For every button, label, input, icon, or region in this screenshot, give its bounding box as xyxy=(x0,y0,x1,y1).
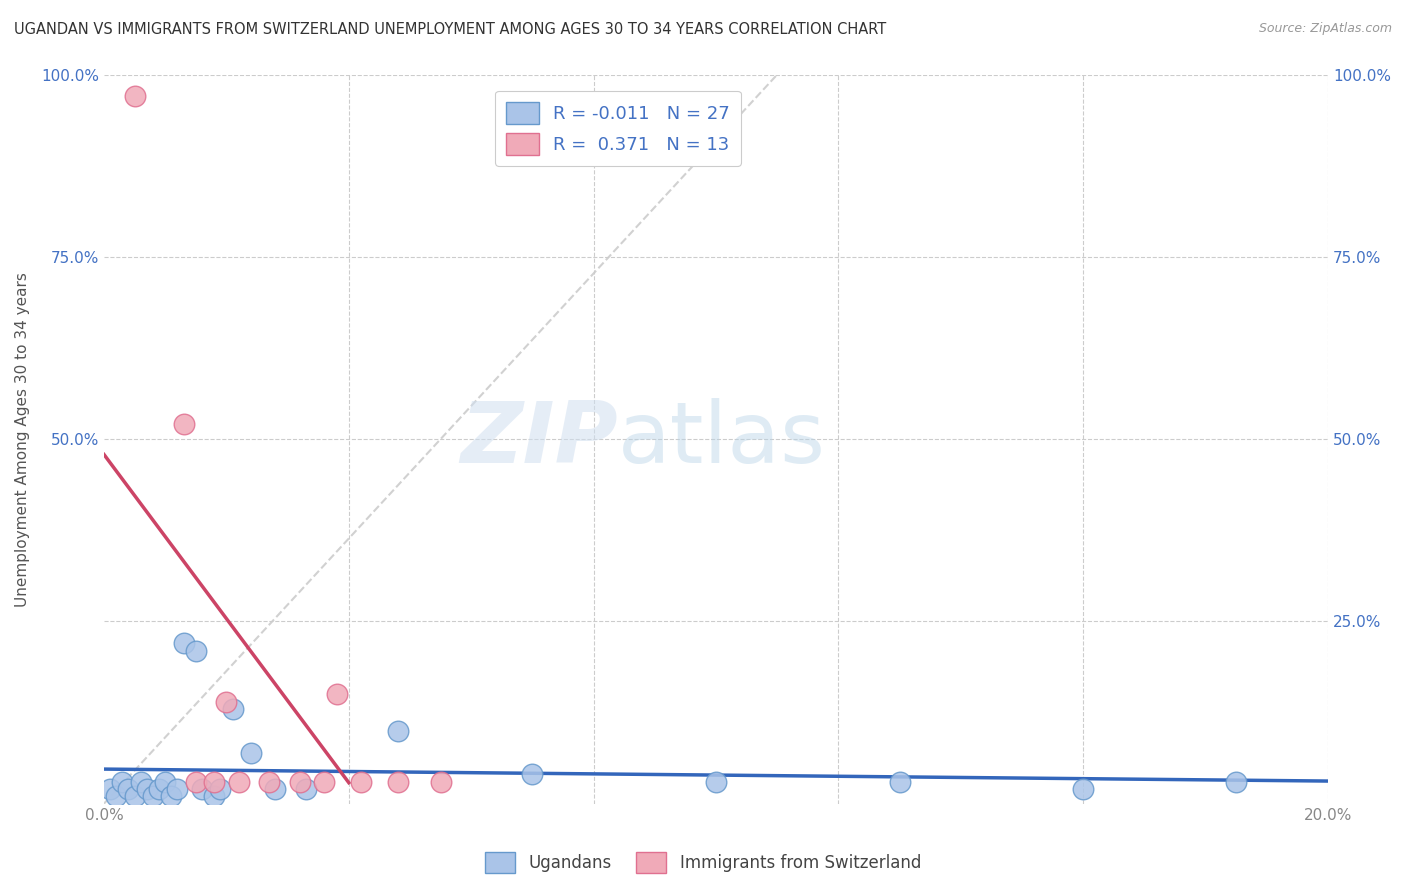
Point xyxy=(173,417,195,432)
Point xyxy=(429,774,451,789)
Point xyxy=(184,643,207,657)
Point xyxy=(704,774,727,789)
Point xyxy=(124,89,146,103)
Point xyxy=(228,774,250,789)
Text: ZIP: ZIP xyxy=(461,398,619,481)
Point xyxy=(387,774,409,789)
Point xyxy=(98,782,121,797)
Point xyxy=(124,789,146,804)
Point xyxy=(117,782,139,797)
Point xyxy=(202,774,225,789)
Text: Source: ZipAtlas.com: Source: ZipAtlas.com xyxy=(1258,22,1392,36)
Point xyxy=(387,723,409,738)
Legend: R = -0.011   N = 27, R =  0.371   N = 13: R = -0.011 N = 27, R = 0.371 N = 13 xyxy=(495,91,741,166)
Point xyxy=(288,774,311,789)
Point xyxy=(325,687,347,701)
Point xyxy=(264,782,287,797)
Point xyxy=(202,789,225,804)
Point xyxy=(239,746,262,760)
Point xyxy=(129,774,152,789)
Point xyxy=(166,782,188,797)
Point xyxy=(889,774,911,789)
Point xyxy=(173,636,195,650)
Y-axis label: Unemployment Among Ages 30 to 34 years: Unemployment Among Ages 30 to 34 years xyxy=(15,272,30,607)
Point xyxy=(142,789,165,804)
Text: atlas: atlas xyxy=(619,398,827,481)
Point xyxy=(191,782,214,797)
Point xyxy=(221,702,243,716)
Point xyxy=(1071,782,1094,797)
Point xyxy=(522,767,544,781)
Point xyxy=(209,782,232,797)
Point xyxy=(153,774,176,789)
Point xyxy=(111,774,134,789)
Point xyxy=(1225,774,1247,789)
Legend: Ugandans, Immigrants from Switzerland: Ugandans, Immigrants from Switzerland xyxy=(478,846,928,880)
Point xyxy=(314,774,336,789)
Point xyxy=(295,782,318,797)
Point xyxy=(160,789,183,804)
Point xyxy=(350,774,373,789)
Point xyxy=(184,774,207,789)
Text: UGANDAN VS IMMIGRANTS FROM SWITZERLAND UNEMPLOYMENT AMONG AGES 30 TO 34 YEARS CO: UGANDAN VS IMMIGRANTS FROM SWITZERLAND U… xyxy=(14,22,886,37)
Point xyxy=(148,782,170,797)
Point xyxy=(105,789,128,804)
Point xyxy=(257,774,280,789)
Point xyxy=(215,694,238,708)
Point xyxy=(135,782,157,797)
